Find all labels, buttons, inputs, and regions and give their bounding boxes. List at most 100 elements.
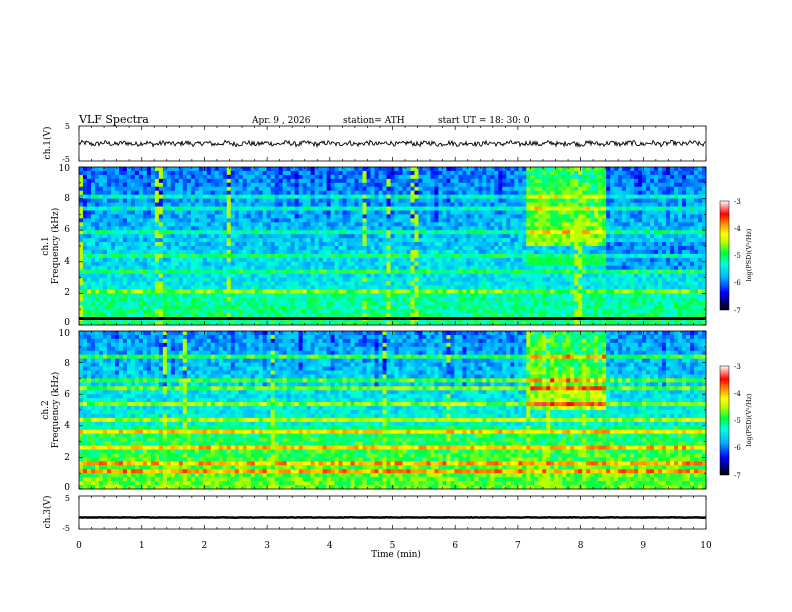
spectrogram-cell — [338, 230, 343, 235]
spectrogram-cell — [514, 246, 519, 251]
spectrogram-cell — [426, 253, 431, 259]
spectrogram-cell — [522, 313, 527, 318]
spectrogram-cell — [430, 269, 435, 275]
spectrogram-cell — [454, 257, 459, 263]
spectrogram-cell — [506, 242, 511, 247]
spectrogram-cell — [278, 313, 284, 318]
spectrogram-cell — [218, 261, 224, 267]
spectrogram-cell — [270, 269, 276, 275]
spectrogram-cell — [530, 182, 535, 188]
spectrogram-cell — [258, 182, 264, 188]
spectrogram-cell — [114, 186, 120, 192]
spectrogram-cell — [426, 285, 431, 290]
spectrogram-cell — [330, 301, 335, 306]
spectrogram-cell — [234, 313, 240, 318]
spectrogram-cell — [174, 313, 180, 318]
spectrogram-cell — [174, 293, 180, 298]
spectrogram-cell — [226, 226, 232, 231]
spectrogram-cell — [154, 321, 160, 326]
spectrogram-cell — [190, 321, 196, 326]
spectrogram-cell — [158, 242, 164, 247]
spectrogram-cell — [98, 218, 104, 223]
spectrogram-cell — [362, 313, 367, 318]
spectrogram-cell — [342, 313, 347, 318]
spectrogram-cell — [418, 174, 423, 180]
spectrogram-cell — [130, 309, 136, 314]
spectrogram-cell — [510, 198, 515, 203]
spectrogram-cell — [294, 206, 300, 211]
spectrogram-cell — [134, 305, 140, 310]
spectrogram-cell — [146, 206, 152, 211]
spectrogram-cell — [138, 321, 144, 326]
spectrogram-cell — [226, 257, 232, 263]
spectrogram-cell — [438, 210, 443, 215]
spectrogram-cell — [570, 321, 575, 326]
spectrogram-cell — [414, 198, 419, 203]
spectrogram-cell — [162, 261, 168, 267]
spectrogram-cell — [206, 273, 212, 278]
spectrogram-cell — [210, 170, 216, 176]
spectrogram-cell — [566, 277, 571, 282]
spectrogram-cell — [342, 210, 347, 215]
spectrogram-cell — [178, 289, 184, 294]
spectrogram-cell — [198, 214, 204, 219]
spectrogram-cell — [426, 246, 431, 251]
spectrogram-cell — [150, 249, 156, 255]
spectrogram-cell — [94, 285, 100, 290]
spectrogram-cell — [86, 269, 92, 275]
spectrogram-cell — [190, 277, 196, 282]
spectrogram-cell — [562, 218, 567, 223]
spectrogram-cell — [454, 289, 459, 294]
spectrogram-cell — [122, 178, 128, 184]
spectrogram-cell — [506, 174, 511, 180]
spectrogram-cell — [206, 218, 212, 223]
spectrogram-cell — [410, 206, 415, 211]
spectrogram-cell — [538, 281, 543, 286]
spectrogram-cell — [82, 257, 88, 263]
spectrogram-cell — [186, 238, 192, 243]
spectrogram-cell — [546, 297, 551, 302]
spectrogram-cell — [194, 257, 200, 263]
spectrogram-cell — [82, 301, 88, 306]
spectrogram-cell — [214, 182, 220, 188]
spectrogram-cell — [166, 238, 172, 243]
spectrogram-cell — [290, 293, 296, 298]
spectrogram-cell — [330, 313, 335, 318]
spectrogram-cell — [266, 321, 272, 326]
spectrogram-cell — [82, 253, 88, 259]
spectrogram-cell — [434, 206, 439, 211]
spectrogram-cell — [234, 222, 240, 227]
spectrogram-cell — [142, 182, 148, 188]
spectrogram-cell — [242, 301, 248, 306]
spectrogram-cell — [226, 198, 232, 203]
spectrogram-cell — [430, 253, 435, 259]
spectrogram-cell — [370, 198, 375, 203]
spectrogram-cell — [434, 222, 439, 227]
spectrogram-cell — [162, 202, 168, 207]
spectrogram-cell — [450, 182, 455, 188]
spectrogram-cell — [458, 214, 463, 219]
spectrogram-cell — [282, 281, 288, 286]
spectrogram-cell — [354, 218, 359, 223]
spectrogram-cell — [118, 167, 124, 172]
spectrogram-cell — [366, 214, 371, 219]
spectrogram-cell — [322, 190, 327, 196]
spectrogram-cell — [202, 214, 208, 219]
spectrogram-cell — [482, 253, 487, 259]
spectrogram-cell — [502, 269, 507, 275]
spectrogram-cell — [90, 257, 96, 263]
spectrogram-cell — [154, 186, 160, 192]
spectrogram-cell — [346, 301, 351, 306]
spectrogram-cell — [258, 186, 264, 192]
spectrogram-cell — [110, 321, 116, 326]
spectrogram-cell — [514, 226, 519, 231]
spectrogram-cell — [226, 170, 232, 176]
spectrogram-cell — [214, 313, 220, 318]
spectrogram-cell — [370, 253, 375, 259]
spectrogram-cell — [98, 281, 104, 286]
spectrogram-cell — [466, 269, 471, 275]
spectrogram-cell — [142, 174, 148, 180]
spectrogram-cell — [438, 202, 443, 207]
spectrogram-cell — [258, 301, 264, 306]
spectrogram-cell — [534, 230, 539, 235]
